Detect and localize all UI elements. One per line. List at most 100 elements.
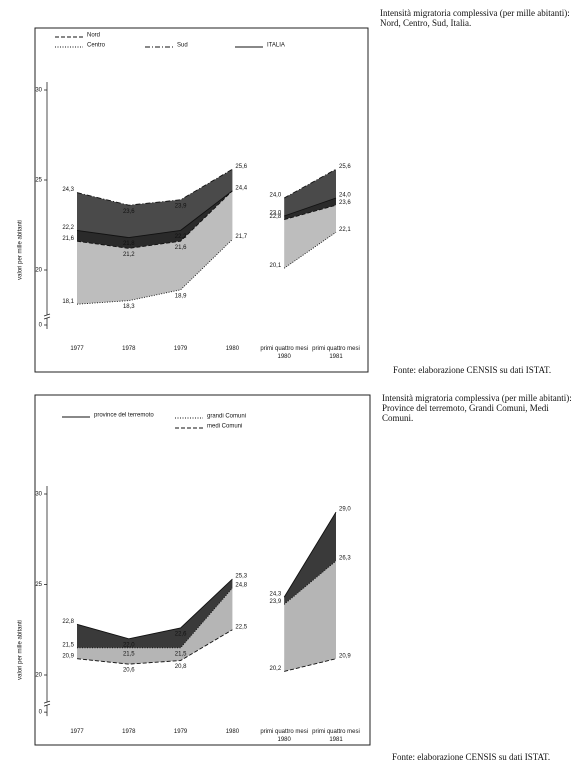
series-line — [283, 511, 337, 598]
caption: Intensità migratoria complessiva (per mi… — [380, 8, 570, 28]
axis-break — [43, 313, 51, 317]
y-tick-label: 0 — [39, 323, 43, 329]
area-band — [77, 190, 233, 305]
value-label: 21,5 — [175, 651, 187, 657]
value-label: 21,5 — [123, 651, 135, 657]
value-label: 21,2 — [123, 252, 135, 258]
axis-break — [43, 700, 51, 704]
value-label: 20,9 — [339, 653, 351, 659]
area-band — [77, 579, 233, 648]
series-line — [76, 190, 233, 239]
value-label: 24,4 — [235, 185, 247, 191]
series-line — [284, 204, 337, 221]
value-label: 20,1 — [270, 263, 282, 269]
x-tick-label: 1979 — [173, 729, 188, 735]
series-line — [76, 239, 233, 305]
value-label: 29,0 — [339, 507, 351, 513]
series-line — [284, 658, 337, 672]
legend-label: medi Comuni — [207, 424, 242, 430]
series-line — [76, 629, 233, 665]
value-label: 22,2 — [175, 234, 187, 240]
x-tick-label: 1980 — [225, 346, 240, 352]
value-label: 22,1 — [339, 227, 351, 233]
x-tick-label: primi quattro mesi 1980 — [260, 346, 309, 360]
area-band — [284, 560, 336, 672]
y-tick-label: 20 — [35, 268, 42, 274]
area-band — [284, 198, 336, 220]
y-tick-label: 25 — [35, 582, 42, 588]
value-label: 24,8 — [235, 583, 247, 589]
x-tick-label: primi quattro mesi 1981 — [312, 729, 360, 743]
legend-label: province del terremoto — [94, 413, 154, 419]
area-band — [284, 169, 336, 216]
series-line — [284, 197, 337, 217]
value-label: 23,6 — [123, 209, 135, 215]
x-tick-label: 1977 — [70, 346, 84, 352]
source: Fonte: elaborazione CENSIS su dati ISTAT… — [392, 752, 551, 762]
area-band — [77, 190, 233, 249]
legend-label: Nord — [87, 33, 100, 39]
value-label: 24,3 — [62, 187, 74, 193]
x-tick-label: 1979 — [173, 346, 188, 352]
value-label: 25,6 — [339, 164, 351, 170]
x-tick-label: 1980 — [225, 729, 240, 735]
y-axis-title: valori per mille abitanti — [18, 220, 24, 280]
value-label: 23,9 — [175, 203, 187, 209]
y-tick-label: 20 — [35, 673, 42, 679]
value-label: 18,1 — [62, 299, 74, 305]
value-label: 22,6 — [175, 632, 187, 638]
frame — [34, 394, 371, 746]
value-label: 21,6 — [62, 236, 74, 242]
series-line — [283, 231, 337, 269]
x-tick-label: 1978 — [122, 729, 136, 735]
series-line — [77, 587, 233, 649]
value-label: 20,9 — [62, 653, 74, 659]
frame — [34, 27, 369, 373]
value-label: 21,7 — [235, 234, 247, 240]
value-label: 20,8 — [175, 664, 187, 670]
y-axis-title: valori per mille abitanti — [18, 620, 24, 680]
legend-label: Sud — [177, 43, 188, 49]
series-line — [76, 578, 233, 640]
value-label: 23,0 — [270, 211, 282, 217]
area-band — [284, 205, 336, 269]
area-band — [284, 512, 336, 605]
value-label: 20,2 — [270, 666, 282, 672]
value-label: 25,6 — [235, 164, 247, 170]
legend-label: ITALIA — [267, 43, 285, 49]
series-line — [76, 190, 233, 249]
value-label: 18,3 — [123, 304, 135, 310]
x-tick-label: 1978 — [122, 346, 136, 352]
area-band — [77, 588, 233, 665]
y-tick-label: 30 — [35, 88, 42, 94]
value-label: 24,3 — [270, 592, 282, 598]
value-label: 22,5 — [235, 624, 247, 630]
x-tick-label: 1977 — [70, 729, 84, 735]
y-tick-label: 30 — [35, 492, 42, 498]
caption: Intensità migratoria complessiva (per mi… — [382, 393, 572, 423]
value-label: 25,3 — [235, 574, 247, 580]
x-tick-label: primi quattro mesi 1980 — [260, 729, 309, 743]
value-label: 21,6 — [175, 245, 187, 251]
value-label: 22,8 — [270, 214, 282, 220]
value-label: 18,9 — [175, 293, 187, 299]
value-label: 24,0 — [270, 193, 282, 199]
value-label: 23,6 — [339, 200, 351, 206]
value-label: 24,0 — [339, 193, 351, 199]
value-label: 21,8 — [123, 241, 135, 247]
x-tick-label: primi quattro mesi 1981 — [312, 346, 360, 360]
value-label: 23,9 — [270, 599, 282, 605]
value-label: 22,2 — [62, 225, 74, 231]
value-label: 21,5 — [62, 642, 74, 648]
y-tick-label: 25 — [35, 178, 42, 184]
source: Fonte: elaborazione CENSIS su dati ISTAT… — [393, 365, 552, 375]
value-label: 20,6 — [123, 668, 135, 674]
value-label: 22,0 — [123, 642, 135, 648]
value-label: 26,3 — [339, 556, 351, 562]
y-tick-label: 0 — [39, 710, 43, 716]
legend-label: Centro — [87, 43, 106, 49]
legend-label: grandi Comuni — [207, 414, 246, 420]
value-label: 22,8 — [62, 619, 74, 625]
